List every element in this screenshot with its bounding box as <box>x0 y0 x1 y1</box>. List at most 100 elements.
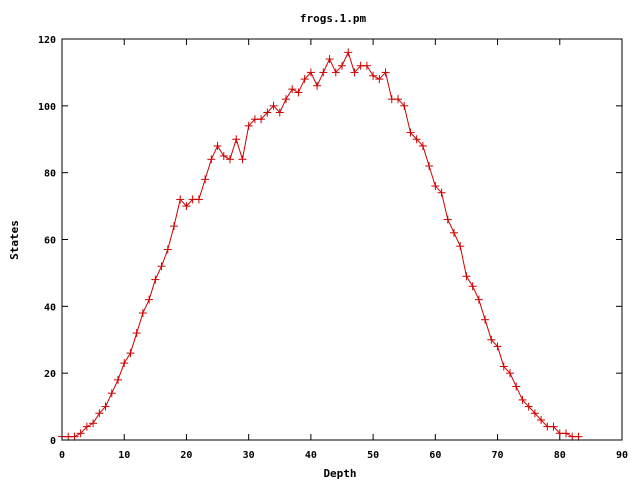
data-point-marker <box>437 188 446 197</box>
data-point-marker <box>238 155 247 164</box>
data-point-marker <box>450 228 458 237</box>
x-tick-label: 20 <box>180 450 192 461</box>
data-point-marker <box>462 272 471 281</box>
plot-frame <box>61 38 623 441</box>
data-point-marker <box>313 81 322 90</box>
data-point-marker <box>487 335 496 344</box>
data-point-marker <box>394 95 402 104</box>
data-point-marker <box>163 245 172 254</box>
data-point-marker <box>114 375 122 384</box>
x-tick-label: 70 <box>492 450 504 461</box>
data-point-marker <box>518 395 527 404</box>
data-point-marker <box>126 349 135 358</box>
data-point-marker <box>157 262 166 271</box>
data-point-marker <box>506 369 514 378</box>
data-point-marker <box>288 85 297 94</box>
data-point-marker <box>89 419 98 428</box>
data-point-marker <box>120 359 129 368</box>
data-point-marker <box>201 175 210 184</box>
data-point-marker <box>244 121 253 130</box>
data-point-marker <box>263 108 272 117</box>
data-point-marker <box>493 342 502 351</box>
data-point-marker <box>456 242 465 251</box>
data-point-marker <box>232 135 241 144</box>
data-point-marker <box>381 68 390 77</box>
data-point-marker <box>107 389 116 398</box>
data-point-marker <box>425 161 434 170</box>
x-tick-label: 40 <box>305 450 317 461</box>
data-point-marker <box>418 141 427 150</box>
y-tick-label: 60 <box>44 236 56 247</box>
data-point-marker <box>76 429 85 438</box>
x-tick-label: 60 <box>429 450 441 461</box>
data-point-marker <box>176 195 185 204</box>
x-tick-label: 30 <box>243 450 255 461</box>
data-point-marker <box>512 382 521 391</box>
data-point-marker <box>132 329 141 338</box>
data-point-marker <box>530 409 539 418</box>
y-axis-label: States <box>8 220 21 260</box>
y-tick-label: 40 <box>44 302 56 313</box>
axis-ticks: 0 10 20 30 40 50 60 70 80 90 0 20 40 60 80 100 120 <box>38 35 628 461</box>
data-point-marker <box>294 88 303 97</box>
data-point-marker <box>524 402 533 411</box>
data-point-marker <box>101 402 110 411</box>
data-point-marker <box>431 182 440 191</box>
y-tick-label: 20 <box>44 369 56 380</box>
data-point-marker <box>145 295 154 304</box>
data-point-marker <box>375 75 384 84</box>
data-point-marker <box>300 75 309 84</box>
data-point-marker <box>574 432 583 441</box>
data-point-marker <box>350 68 359 77</box>
data-point-marker <box>95 409 104 418</box>
x-tick-label: 0 <box>59 450 65 461</box>
data-point-marker <box>269 101 278 110</box>
data-point-marker <box>481 315 490 324</box>
data-point-marker <box>70 432 79 441</box>
y-tick-label: 120 <box>38 35 56 46</box>
y-tick-label: 0 <box>50 436 56 447</box>
data-point-marker <box>537 415 546 424</box>
x-axis-label: Depth <box>323 467 356 480</box>
data-point-marker <box>468 282 477 291</box>
data-point-marker <box>474 295 483 304</box>
data-point-marker <box>362 61 371 70</box>
data-point-marker <box>400 101 409 110</box>
x-tick-label: 90 <box>616 450 628 461</box>
data-point-marker <box>331 68 340 77</box>
series-line <box>62 50 579 438</box>
x-tick-label: 80 <box>554 450 566 461</box>
data-series <box>58 48 583 441</box>
data-point-marker <box>194 195 203 204</box>
y-tick-label: 80 <box>44 169 56 180</box>
data-point-marker <box>219 151 228 160</box>
data-point-marker <box>412 135 421 144</box>
x-tick-label: 50 <box>367 450 379 461</box>
data-point-marker <box>82 422 91 431</box>
data-point-marker <box>443 215 452 224</box>
data-point-marker <box>170 222 178 231</box>
data-point-marker <box>369 71 378 80</box>
x-tick-label: 10 <box>118 450 130 461</box>
y-tick-label: 100 <box>38 102 56 113</box>
data-point-marker <box>344 48 353 57</box>
data-point-marker <box>213 141 222 150</box>
data-point-marker <box>338 61 346 70</box>
data-point-marker <box>275 108 284 117</box>
data-point-marker <box>257 115 266 124</box>
data-point-marker <box>499 362 508 371</box>
data-point-marker <box>182 202 191 211</box>
data-point-marker <box>325 55 334 64</box>
data-point-marker <box>282 95 290 104</box>
data-point-marker <box>319 68 328 77</box>
data-point-marker <box>151 275 160 284</box>
data-point-marker <box>562 429 570 438</box>
data-point-marker <box>138 309 147 318</box>
chart-title: frogs.1.pm <box>300 12 367 25</box>
data-point-marker <box>549 422 558 431</box>
data-point-marker <box>226 155 234 164</box>
data-point-marker <box>207 155 216 164</box>
data-point-marker <box>306 68 315 77</box>
